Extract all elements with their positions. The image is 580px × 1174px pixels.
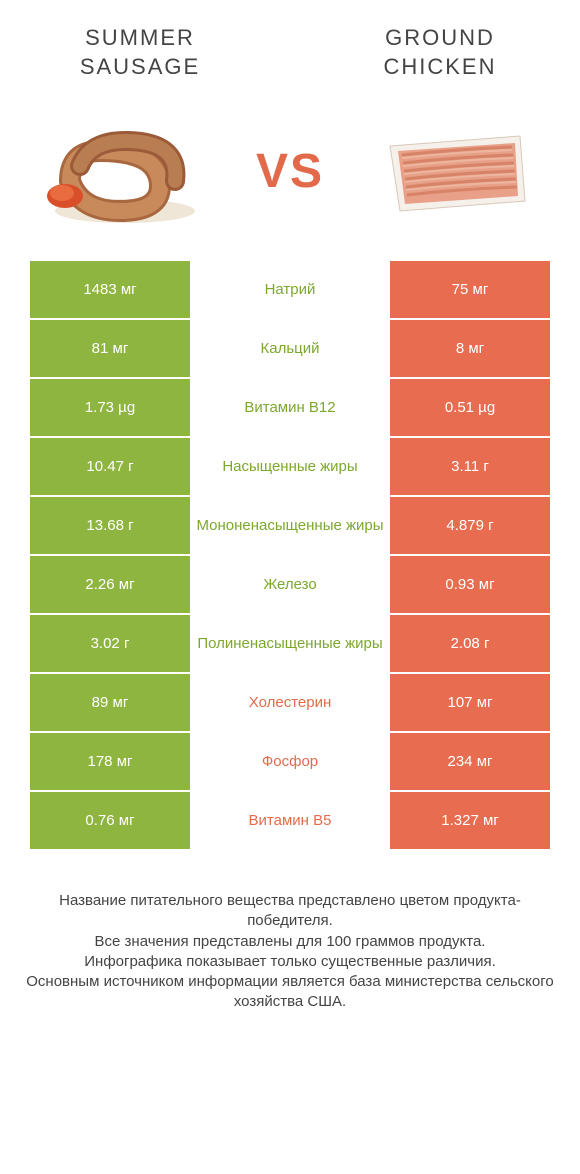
right-value: 3.11 г	[390, 438, 550, 495]
right-value: 2.08 г	[390, 615, 550, 672]
table-row: 3.02 гПолиненасыщенные жиры2.08 г	[30, 615, 550, 674]
left-value: 3.02 г	[30, 615, 190, 672]
left-value: 1483 мг	[30, 261, 190, 318]
ground-chicken-image	[370, 111, 540, 231]
nutrient-label: Полиненасыщенные жиры	[190, 615, 390, 672]
left-value: 1.73 µg	[30, 379, 190, 436]
nutrient-label: Натрий	[190, 261, 390, 318]
table-row: 81 мгКальций8 мг	[30, 320, 550, 379]
left-value: 13.68 г	[30, 497, 190, 554]
table-row: 10.47 гНасыщенные жиры3.11 г	[30, 438, 550, 497]
nutrient-label: Мононенасыщенные жиры	[190, 497, 390, 554]
right-value: 107 мг	[390, 674, 550, 731]
table-row: 0.76 мгВитамин B51.327 мг	[30, 792, 550, 851]
left-value: 10.47 г	[30, 438, 190, 495]
left-value: 89 мг	[30, 674, 190, 731]
footer-line: Название питательного вещества представл…	[24, 891, 556, 932]
vs-row: VS	[0, 91, 580, 261]
right-value: 0.93 мг	[390, 556, 550, 613]
header: SUMMER SAUSAGE GROUND CHICKEN	[0, 0, 580, 91]
vs-label: VS	[256, 144, 324, 199]
nutrient-label: Витамин B12	[190, 379, 390, 436]
nutrient-label: Железо	[190, 556, 390, 613]
left-value: 81 мг	[30, 320, 190, 377]
footer-notes: Название питательного вещества представл…	[0, 851, 580, 1013]
table-row: 2.26 мгЖелезо0.93 мг	[30, 556, 550, 615]
table-row: 178 мгФосфор234 мг	[30, 733, 550, 792]
table-row: 89 мгХолестерин107 мг	[30, 674, 550, 733]
left-value: 2.26 мг	[30, 556, 190, 613]
nutrient-label: Холестерин	[190, 674, 390, 731]
right-value: 4.879 г	[390, 497, 550, 554]
right-value: 8 мг	[390, 320, 550, 377]
nutrient-label: Насыщенные жиры	[190, 438, 390, 495]
right-value: 75 мг	[390, 261, 550, 318]
left-value: 0.76 мг	[30, 792, 190, 849]
table-row: 1483 мгНатрий75 мг	[30, 261, 550, 320]
table-row: 13.68 гМононенасыщенные жиры4.879 г	[30, 497, 550, 556]
nutrient-label: Витамин B5	[190, 792, 390, 849]
table-row: 1.73 µgВитамин B120.51 µg	[30, 379, 550, 438]
nutrient-label: Фосфор	[190, 733, 390, 790]
right-value: 0.51 µg	[390, 379, 550, 436]
comparison-table: 1483 мгНатрий75 мг81 мгКальций8 мг1.73 µ…	[30, 261, 550, 851]
nutrient-label: Кальций	[190, 320, 390, 377]
right-value: 234 мг	[390, 733, 550, 790]
footer-line: Инфографика показывает только существенн…	[24, 952, 556, 972]
left-value: 178 мг	[30, 733, 190, 790]
footer-line: Основным источником информации является …	[24, 972, 556, 1013]
sausage-image	[40, 111, 210, 231]
footer-line: Все значения представлены для 100 граммо…	[24, 932, 556, 952]
left-product-title: SUMMER SAUSAGE	[40, 24, 240, 81]
right-value: 1.327 мг	[390, 792, 550, 849]
right-product-title: GROUND CHICKEN	[340, 24, 540, 81]
